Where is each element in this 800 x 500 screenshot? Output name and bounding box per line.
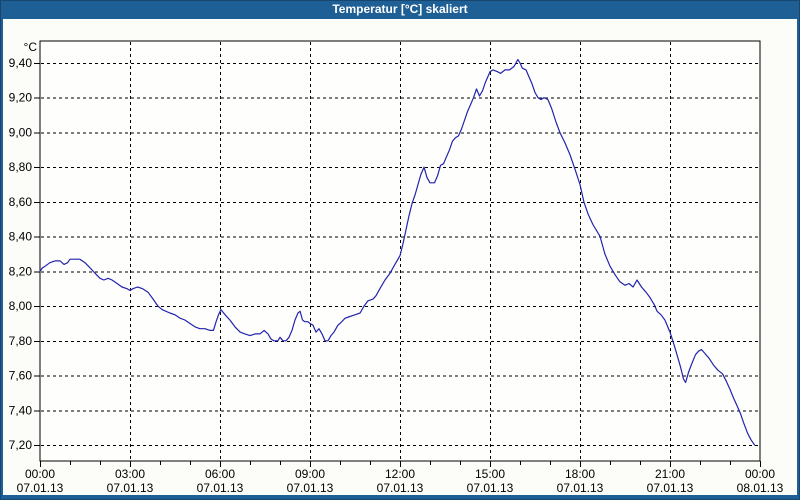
x-tick-date-label: 07.01.13 [287,481,334,495]
x-tick-time-label: 00:00 [25,467,55,481]
y-tick-label: 8,80 [9,160,33,174]
x-tick-time-label: 00:00 [745,467,775,481]
y-tick-label: 7,20 [9,438,33,452]
y-tick-label: 8,00 [9,299,33,313]
y-tick-label: 8,20 [9,264,33,278]
x-tick-time-label: 18:00 [565,467,595,481]
x-tick-date-label: 07.01.13 [17,481,64,495]
y-tick-label: 7,80 [9,334,33,348]
y-tick-label: 9,00 [9,125,33,139]
x-tick-time-label: 09:00 [295,467,325,481]
x-tick-date-label: 07.01.13 [197,481,244,495]
x-tick-date-label: 07.01.13 [557,481,604,495]
y-tick-label: 8,40 [9,230,33,244]
x-tick-date-label: 07.01.13 [377,481,424,495]
x-axis-ticks [40,461,761,467]
window-title: Temperatur [°C] skaliert [332,2,468,16]
x-tick-time-label: 06:00 [205,467,235,481]
y-tick-label: 9,20 [9,91,33,105]
y-tick-label: 9,40 [9,56,33,70]
x-tick-time-label: 21:00 [655,467,685,481]
window-title-bar: Temperatur [°C] skaliert [0,0,800,19]
y-tick-label: 8,60 [9,195,33,209]
y-axis-unit-label: °C [24,40,38,54]
x-axis-tick-labels: 00:0007.01.1303:0007.01.1306:0007.01.130… [17,467,784,495]
x-tick-time-label: 03:00 [115,467,145,481]
y-tick-label: 7,40 [9,403,33,417]
x-tick-date-label: 07.01.13 [107,481,154,495]
y-axis-ticks [34,63,40,446]
x-tick-time-label: 15:00 [475,467,505,481]
x-tick-date-label: 07.01.13 [467,481,514,495]
x-tick-date-label: 08.01.13 [737,481,784,495]
vertical-gridlines [130,42,671,460]
y-axis-tick-labels: 9,40 9,20 9,00 8,80 8,60 8,40 8,20 8,00 7,80 7,60… [9,56,33,452]
x-tick-time-label: 12:00 [385,467,415,481]
x-tick-date-label: 07.01.13 [647,481,694,495]
y-tick-label: 7,60 [9,369,33,383]
temperature-series-line [39,58,756,446]
